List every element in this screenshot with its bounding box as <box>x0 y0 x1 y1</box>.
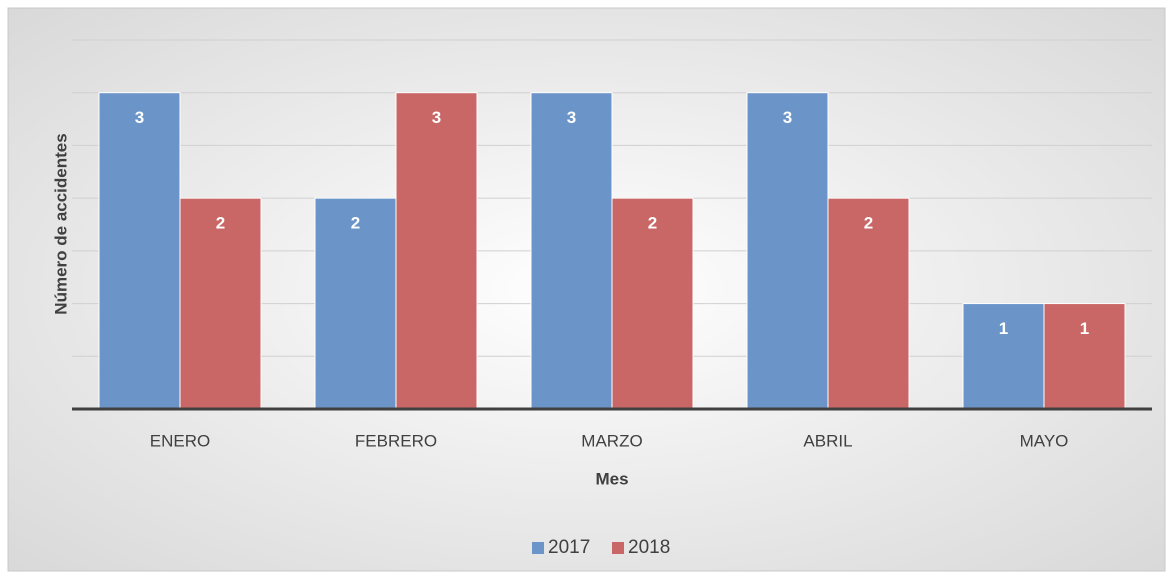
data-label: 2 <box>864 214 873 233</box>
data-label: 2 <box>648 214 657 233</box>
y-axis-title: Número de accidentes <box>51 133 70 314</box>
bar <box>962 303 1045 410</box>
bar <box>1043 303 1126 410</box>
legend-swatch <box>612 542 624 554</box>
data-label: 3 <box>783 108 792 127</box>
x-tick-label: MARZO <box>581 431 642 450</box>
data-label: 2 <box>351 214 360 233</box>
x-tick-label: FEBRERO <box>355 431 437 450</box>
x-tick-label: MAYO <box>1020 431 1069 450</box>
bar <box>98 92 181 410</box>
data-label: 3 <box>567 108 576 127</box>
data-label: 2 <box>216 214 225 233</box>
x-tick-label: ENERO <box>150 431 210 450</box>
bar <box>530 92 613 410</box>
bar <box>179 197 262 410</box>
legend-label: 2017 <box>548 537 590 558</box>
data-label: 3 <box>135 108 144 127</box>
data-label: 1 <box>1080 319 1089 338</box>
x-axis-title: Mes <box>595 469 628 488</box>
bar <box>314 197 397 410</box>
bar <box>611 197 694 410</box>
legend-swatch <box>532 542 544 554</box>
data-label: 3 <box>432 108 441 127</box>
bar <box>746 92 829 410</box>
x-tick-label: ABRIL <box>803 431 852 450</box>
legend-label: 2018 <box>628 537 670 558</box>
bar <box>395 92 478 410</box>
bar <box>827 197 910 410</box>
data-label: 1 <box>999 319 1008 338</box>
